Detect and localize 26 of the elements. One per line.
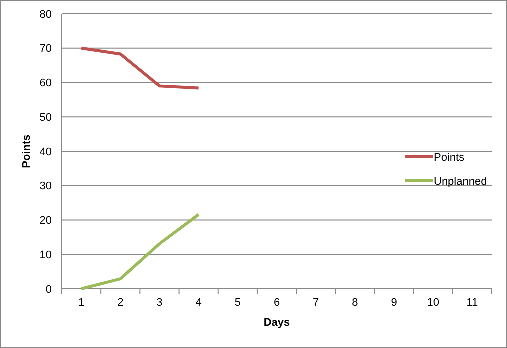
x-axis-title: Days	[264, 317, 290, 329]
y-tick-label: 70	[40, 43, 52, 56]
y-axis-title: Points	[21, 134, 33, 168]
x-tick-label: 5	[234, 297, 241, 309]
x-tick-label: 4	[196, 297, 202, 309]
y-tick-label: 50	[40, 112, 52, 124]
legend-label: Points	[434, 152, 466, 164]
x-tick-label: 6	[274, 297, 280, 309]
y-tick-label: 10	[40, 249, 52, 262]
x-tick-label: 8	[352, 297, 358, 309]
y-tick-label: 30	[40, 180, 52, 193]
y-tick-label: 60	[40, 78, 52, 90]
x-tick-label: 9	[391, 297, 398, 309]
x-tick-label: 10	[427, 297, 440, 309]
line-series	[80, 213, 200, 290]
line-series	[80, 46, 200, 90]
legend-label: Unplanned	[434, 176, 488, 188]
y-tick-label: 20	[40, 215, 52, 228]
y-tick-label: 0	[46, 284, 52, 296]
x-tick-label: 1	[78, 297, 85, 309]
x-tick-label: 3	[156, 297, 163, 309]
x-tick-label: 11	[466, 297, 478, 309]
y-tick-label: 40	[40, 146, 52, 158]
x-tick-label: 7	[313, 297, 320, 309]
y-tick-label: 80	[40, 8, 52, 21]
x-tick-label: 2	[118, 297, 124, 309]
